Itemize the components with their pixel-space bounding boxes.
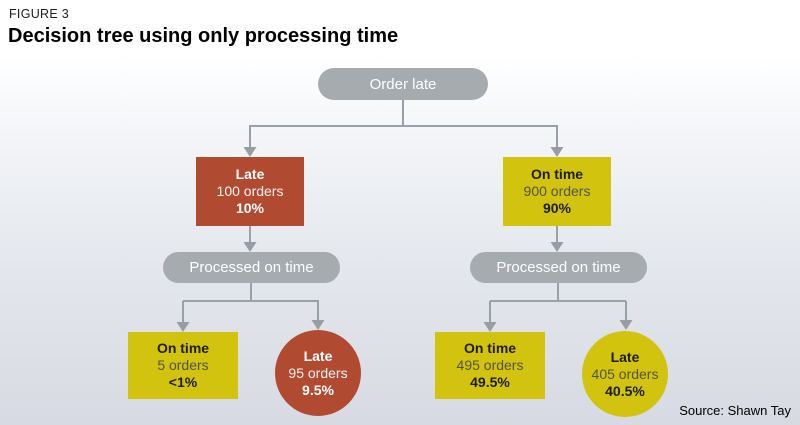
branch-node-late: Late 100 orders 10% — [196, 157, 304, 226]
process-node-left: Processed on time — [163, 252, 340, 283]
root-node-label: Order late — [369, 75, 437, 93]
leaf-percent: 49.5% — [470, 374, 510, 390]
process-node-label: Processed on time — [496, 259, 621, 276]
leaf-orders: 95 orders — [288, 364, 348, 381]
leaf-percent: 40.5% — [605, 382, 645, 399]
branch-percent: 90% — [542, 200, 572, 216]
leaf-percent: 9.5% — [302, 381, 334, 398]
leaf-percent: <1% — [168, 374, 198, 390]
leaf-orders: 405 orders — [591, 365, 659, 382]
leaf-orders: 495 orders — [456, 357, 524, 373]
leaf-label: Late — [303, 347, 333, 364]
page-title: Decision tree using only processing time — [8, 25, 399, 47]
branch-label: Late — [235, 166, 265, 182]
leaf-node-on-time-large: On time 495 orders 49.5% — [435, 332, 545, 399]
process-node-right: Processed on time — [470, 252, 647, 283]
figure-label: FIGURE 3 — [9, 7, 70, 21]
leaf-label: Late — [610, 348, 640, 365]
leaf-node-late-yellow-circle: Late 405 orders 40.5% — [582, 331, 668, 417]
branch-label: On time — [530, 166, 584, 182]
branch-orders: 900 orders — [523, 183, 591, 199]
leaf-orders: 5 orders — [157, 357, 209, 373]
leaf-node-on-time-small: On time 5 orders <1% — [128, 332, 238, 399]
source-credit: Source: Shawn Tay — [679, 403, 791, 418]
branch-node-on-time: On time 900 orders 90% — [503, 157, 611, 226]
branch-percent: 10% — [235, 200, 265, 216]
root-node-order-late: Order late — [318, 68, 488, 100]
process-node-label: Processed on time — [189, 259, 314, 276]
leaf-label: On time — [463, 340, 517, 356]
leaf-node-late-red-circle: Late 95 orders 9.5% — [275, 330, 361, 416]
branch-orders: 100 orders — [216, 183, 284, 199]
leaf-label: On time — [156, 340, 210, 356]
